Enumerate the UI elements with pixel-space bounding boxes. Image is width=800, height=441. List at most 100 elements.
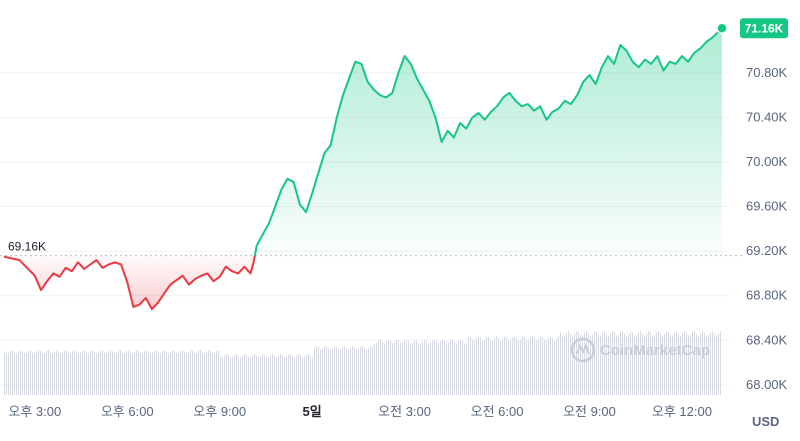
volume-bar <box>494 337 495 395</box>
volume-bar <box>324 346 325 395</box>
price-line-up <box>253 27 723 256</box>
volume-bar <box>58 351 59 395</box>
volume-bar <box>566 332 567 395</box>
volume-bar <box>558 336 559 395</box>
volume-bar <box>176 352 177 395</box>
volume-bar <box>526 339 527 395</box>
volume-bar <box>272 354 273 395</box>
volume-bar <box>84 350 85 395</box>
volume-bar <box>586 331 587 395</box>
volume-bar <box>294 357 295 395</box>
y-tick-label: 68.80K <box>746 288 788 303</box>
volume-bar <box>94 351 95 395</box>
volume-bar <box>144 351 145 395</box>
volume-bar <box>376 342 377 395</box>
volume-bar <box>432 339 433 395</box>
volume-bar <box>108 351 109 395</box>
volume-bar <box>612 331 613 395</box>
volume-bar <box>374 343 375 395</box>
volume-bar <box>486 336 487 395</box>
volume-bar <box>628 334 629 395</box>
volume-bar <box>290 354 291 395</box>
volume-bar <box>492 340 493 395</box>
volume-bar <box>434 339 435 395</box>
volume-bar <box>368 347 369 395</box>
x-tick-label: 오후 3:00 <box>8 404 61 419</box>
volume-bar <box>340 349 341 395</box>
volume-bar <box>632 332 633 395</box>
volume-bar <box>288 354 289 395</box>
volume-bar <box>74 349 75 395</box>
volume-bar <box>270 354 271 395</box>
volume-bar <box>22 351 23 395</box>
volume-bar <box>690 335 691 395</box>
volume-bar <box>502 339 503 395</box>
volume-bar <box>72 351 73 395</box>
volume-bar <box>520 339 521 395</box>
volume-bar <box>52 353 53 395</box>
volume-bar <box>394 342 395 395</box>
volume-bar <box>66 350 67 395</box>
volume-bar <box>672 335 673 395</box>
volume-bar <box>538 339 539 395</box>
x-tick-label: 오후 12:00 <box>652 404 712 419</box>
volume-bar <box>450 339 451 395</box>
volume-bar <box>610 334 611 395</box>
volume-bar <box>440 341 441 395</box>
volume-bar <box>396 339 397 395</box>
volume-bar <box>26 352 27 395</box>
volume-bar <box>102 350 103 395</box>
volume-bar <box>548 337 549 395</box>
x-tick-label: 오전 9:00 <box>563 404 616 419</box>
volume-bar <box>248 356 249 395</box>
volume-bar <box>132 353 133 395</box>
volume-bar <box>378 340 379 395</box>
volume-bar <box>582 335 583 395</box>
volume-bar <box>156 350 157 395</box>
volume-bar <box>568 331 569 395</box>
volume-bars <box>4 331 721 395</box>
volume-bar <box>274 355 275 395</box>
volume-bar <box>18 351 19 395</box>
volume-bar <box>232 356 233 395</box>
volume-bar <box>496 335 497 395</box>
volume-bar <box>230 356 231 395</box>
volume-bar <box>700 333 701 395</box>
volume-bar <box>336 346 337 395</box>
current-price-dot <box>716 22 728 35</box>
volume-bar <box>46 350 47 395</box>
volume-bar <box>420 343 421 395</box>
volume-bar <box>280 354 281 395</box>
volume-bar <box>522 336 523 395</box>
volume-bar <box>596 332 597 395</box>
price-area-up <box>4 28 722 256</box>
volume-bar <box>202 351 203 395</box>
volume-bar <box>442 339 443 395</box>
volume-bar <box>214 353 215 395</box>
volume-bar <box>544 339 545 395</box>
volume-bar <box>616 335 617 395</box>
volume-bar <box>222 357 223 395</box>
price-line-down <box>3 255 256 311</box>
volume-bar <box>356 349 357 395</box>
volume-bar <box>482 340 483 395</box>
volume-bar <box>312 357 313 395</box>
volume-bar <box>254 354 255 395</box>
volume-bar <box>670 335 671 395</box>
volume-bar <box>318 346 319 395</box>
volume-bar <box>350 347 351 395</box>
volume-bar <box>692 332 693 395</box>
volume-bar <box>332 347 333 395</box>
volume-bar <box>346 348 347 395</box>
volume-bar <box>158 352 159 395</box>
volume-bar <box>246 354 247 395</box>
volume-bar <box>468 336 469 395</box>
volume-bar <box>348 349 349 395</box>
coinmarketcap-logo-mark <box>576 343 590 355</box>
volume-bar <box>92 349 93 395</box>
x-tick-label: 오전 6:00 <box>471 404 524 419</box>
volume-bar <box>412 342 413 395</box>
volume-bar <box>154 350 155 395</box>
volume-bar <box>552 338 553 395</box>
